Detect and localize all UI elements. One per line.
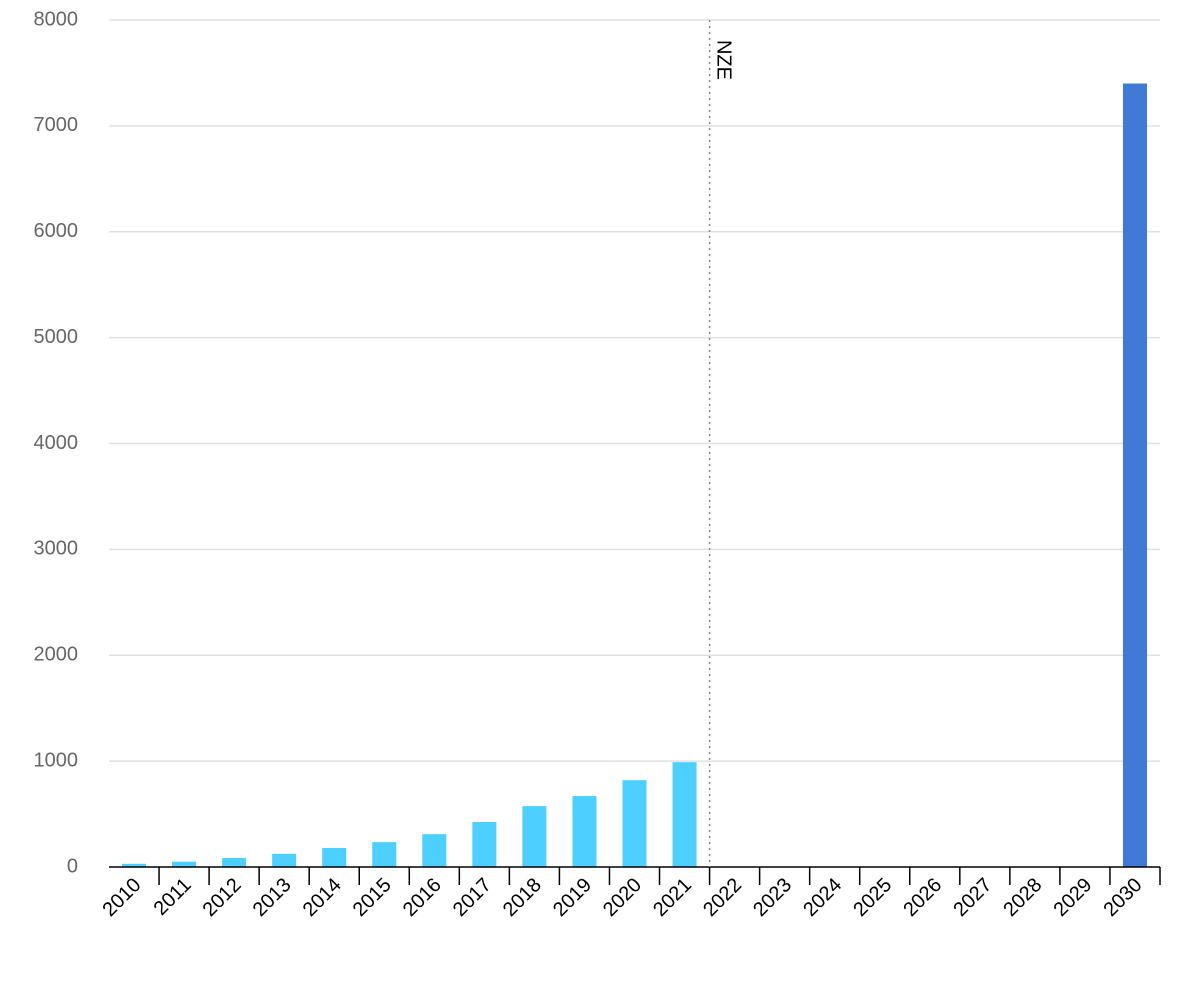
x-tick-label: 2018 (499, 874, 546, 921)
y-tick-label: 2000 (34, 644, 79, 666)
x-tick-label: 2013 (249, 874, 296, 921)
y-tick-label: 3000 (34, 538, 79, 560)
x-tick-label: 2024 (799, 874, 846, 921)
x-tick-label: 2027 (949, 874, 996, 921)
x-tick-label: 2017 (449, 874, 496, 921)
x-tick-label: 2023 (749, 874, 796, 921)
bar (172, 861, 197, 867)
y-tick-label: 6000 (34, 220, 79, 242)
x-tick-label: 2019 (549, 874, 596, 921)
x-tick-label: 2022 (699, 874, 746, 921)
x-tick-label: 2025 (849, 874, 896, 921)
x-tick-label: 2011 (150, 874, 196, 920)
x-tick-label: 2010 (99, 874, 146, 921)
y-tick-label: 8000 (34, 8, 79, 30)
x-tick-label: 2021 (649, 874, 696, 921)
x-tick-label: 2026 (899, 874, 946, 921)
bar (472, 822, 497, 867)
bar (422, 834, 447, 867)
bar (572, 796, 597, 867)
x-tick-label: 2015 (349, 874, 396, 921)
y-tick-label: 7000 (34, 114, 79, 136)
x-tick-label: 2030 (1099, 874, 1146, 921)
y-tick-label: 4000 (34, 432, 79, 454)
bar (272, 853, 297, 867)
x-tick-label: 2029 (1049, 874, 1096, 921)
y-tick-label: 5000 (34, 326, 79, 348)
x-tick-label: 2016 (399, 874, 446, 921)
bar (372, 842, 397, 867)
bar (322, 847, 347, 867)
bar (522, 806, 547, 867)
x-tick-label: 2014 (299, 874, 346, 921)
x-tick-label: 2028 (999, 874, 1046, 921)
bar (622, 780, 647, 867)
x-tick-label: 2020 (599, 874, 646, 921)
bar (122, 863, 147, 867)
bar (222, 858, 247, 867)
y-tick-label: 1000 (34, 749, 79, 771)
bar (1122, 83, 1147, 867)
x-tick-label: 2012 (199, 874, 246, 921)
bar (672, 762, 697, 867)
y-tick-label: 0 (67, 855, 78, 877)
annotation-label: NZE (713, 40, 735, 80)
